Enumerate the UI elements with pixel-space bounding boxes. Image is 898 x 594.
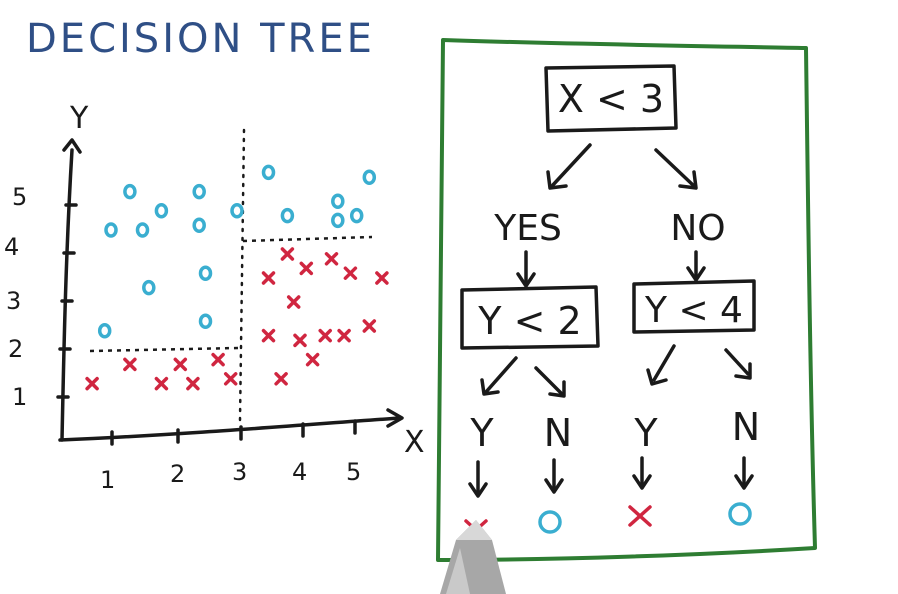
branch-label-3: Y <box>633 411 658 455</box>
point-circle-5 <box>192 217 206 233</box>
point-circle-10 <box>230 203 244 219</box>
point-cross-2 <box>154 376 169 391</box>
point-circle-1 <box>154 203 169 219</box>
y-ticks: 1 2 3 4 5 <box>4 183 78 411</box>
point-cross-8 <box>274 372 288 386</box>
arrow-left-y <box>484 356 518 394</box>
pen-tip <box>440 520 506 594</box>
point-cross-10 <box>299 261 314 276</box>
arrow-right-n <box>724 348 750 376</box>
root-node-box <box>544 64 678 133</box>
root-node-label: X < 3 <box>558 77 664 121</box>
point-circle-2 <box>192 183 206 200</box>
x-tick-label-3: 3 <box>232 458 247 486</box>
point-cross-12 <box>286 295 301 309</box>
y-tick-label-4: 4 <box>4 233 19 261</box>
arrow-right-y <box>652 344 676 382</box>
split-line-x-3 <box>238 128 246 422</box>
point-cross-7 <box>261 271 276 285</box>
arrow-root-yes <box>550 143 592 188</box>
point-circle-4 <box>135 222 150 238</box>
y-tick-label-5: 5 <box>12 183 27 211</box>
x-tick-label-4: 4 <box>292 458 307 486</box>
arrow-left-n <box>534 366 564 396</box>
point-circle-15 <box>331 212 345 229</box>
x-tick-label-5: 5 <box>346 458 361 486</box>
point-cross-14 <box>293 333 307 348</box>
data-points <box>85 164 389 391</box>
y-tick-label-2: 2 <box>8 335 23 363</box>
branch-label-4: N <box>732 405 760 449</box>
point-cross-5 <box>211 352 225 367</box>
point-cross-0 <box>85 376 99 391</box>
no-label: NO <box>670 208 725 249</box>
x-tick-label-2: 2 <box>170 460 185 488</box>
y-axis <box>60 148 74 442</box>
point-cross-6 <box>223 372 238 386</box>
scatter-plot: Y X 1 2 3 4 5 1 2 3 4 5 <box>4 101 425 494</box>
point-cross-3 <box>173 357 188 372</box>
point-circle-3 <box>104 222 118 238</box>
point-cross-1 <box>123 357 137 372</box>
leaf-circle-3 <box>728 502 752 526</box>
split-line-y-2 <box>89 346 239 353</box>
point-cross-17 <box>337 328 351 343</box>
branch-label-2: N <box>544 411 572 455</box>
split-line-y-4 <box>242 235 373 243</box>
point-circle-8 <box>97 323 112 339</box>
x-axis-label: X <box>404 425 425 460</box>
point-cross-18 <box>362 319 377 333</box>
x-axis-arrow <box>386 408 404 428</box>
point-cross-15 <box>318 328 332 343</box>
y-tick-label-1: 1 <box>12 383 27 411</box>
x-tick-label-1: 1 <box>100 466 115 494</box>
arrow-root-no <box>654 148 696 188</box>
x-ticks: 1 2 3 4 5 <box>100 419 361 494</box>
y-axis-arrow <box>62 138 82 154</box>
point-circle-0 <box>123 183 137 200</box>
point-circle-6 <box>142 279 156 296</box>
yes-label: YES <box>493 208 562 249</box>
point-cross-20 <box>343 266 358 280</box>
branch-label-1: Y <box>469 411 494 455</box>
right-node-label: Y < 4 <box>644 290 743 331</box>
left-node-label: Y < 2 <box>477 299 581 343</box>
point-circle-11 <box>261 164 276 181</box>
point-circle-9 <box>198 313 213 329</box>
point-circle-16 <box>349 207 364 224</box>
right-node-box <box>632 279 756 334</box>
point-cross-4 <box>186 376 200 391</box>
point-cross-16 <box>305 352 320 367</box>
x-axis <box>58 416 402 442</box>
point-circle-14 <box>362 169 377 185</box>
y-axis-label: Y <box>69 101 89 136</box>
point-cross-9 <box>280 247 295 261</box>
point-cross-11 <box>324 252 339 266</box>
tree-frame <box>436 38 817 562</box>
point-circle-12 <box>280 207 295 224</box>
point-cross-13 <box>261 328 276 343</box>
left-node-box <box>460 285 600 350</box>
point-cross-19 <box>375 271 389 285</box>
y-tick-label-3: 3 <box>6 287 21 315</box>
point-circle-7 <box>198 265 213 281</box>
leaf-cross-2 <box>628 505 652 527</box>
leaf-circle-1 <box>538 510 562 534</box>
tree-leaves <box>464 502 752 541</box>
point-circle-13 <box>331 193 345 209</box>
decision-tree: X < 3 YES NO Y < 2 Y < 4 Y N Y N <box>460 64 760 541</box>
page-title: DECISION TREE <box>26 16 375 62</box>
